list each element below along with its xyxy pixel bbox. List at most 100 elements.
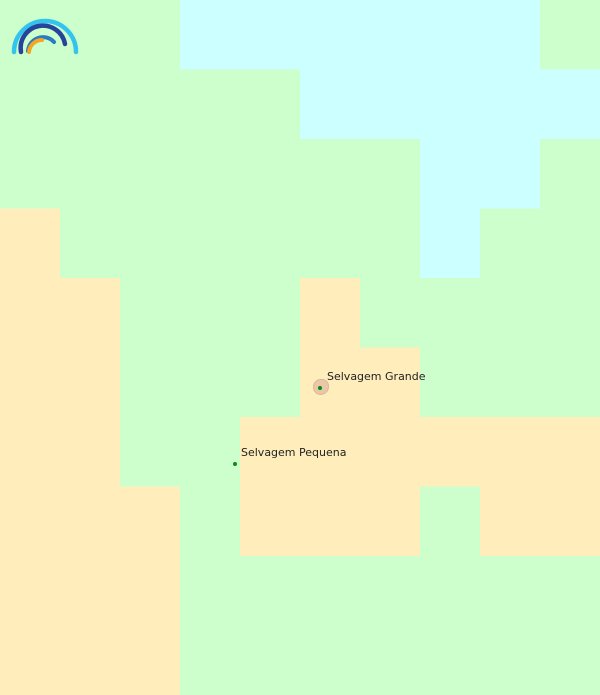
grassland-tile	[120, 208, 181, 279]
grassland-tile	[300, 625, 361, 695]
grassland-tile	[480, 278, 541, 348]
grassland-tile	[420, 556, 481, 626]
grassland-tile	[180, 556, 241, 626]
grassland-tile	[540, 278, 600, 348]
grassland-tile	[300, 208, 361, 279]
water-tile	[420, 208, 481, 279]
grassland-tile	[180, 69, 241, 140]
water-tile	[420, 139, 481, 209]
grassland-tile	[360, 278, 421, 348]
grassland-tile	[540, 347, 600, 418]
grassland-tile	[0, 139, 61, 209]
grassland-tile	[480, 556, 541, 626]
sand-tile	[360, 486, 421, 557]
grassland-tile	[180, 625, 241, 695]
place-label-selvagem-grande[interactable]: Selvagem Grande	[327, 370, 426, 383]
sand-tile	[60, 486, 121, 557]
grassland-tile	[420, 347, 481, 418]
grassland-tile	[180, 278, 241, 348]
sand-tile	[540, 486, 600, 557]
grassland-tile	[240, 625, 301, 695]
grassland-tile	[360, 556, 421, 626]
grassland-tile	[60, 208, 121, 279]
sand-tile	[360, 347, 421, 418]
sand-tile	[120, 556, 181, 626]
grassland-tile	[300, 139, 361, 209]
grassland-tile	[60, 139, 121, 209]
grassland-tile	[240, 69, 301, 140]
sand-tile	[240, 486, 301, 557]
sand-tile	[240, 417, 301, 487]
grassland-tile	[420, 486, 481, 557]
grassland-tile	[540, 625, 600, 695]
sand-tile	[300, 278, 361, 348]
sand-tile	[0, 278, 61, 348]
place-marker-selvagem-pequena[interactable]	[233, 462, 237, 466]
grassland-tile	[300, 556, 361, 626]
water-tile	[360, 69, 421, 140]
water-tile	[180, 0, 241, 70]
water-tile	[240, 0, 301, 70]
sand-tile	[540, 417, 600, 487]
grassland-tile	[0, 0, 61, 70]
grassland-tile	[360, 625, 421, 695]
sand-tile	[60, 278, 121, 348]
grassland-tile	[420, 278, 481, 348]
grassland-tile	[540, 139, 600, 209]
grassland-tile	[540, 208, 600, 279]
grassland-tile	[120, 139, 181, 209]
sand-tile	[300, 347, 361, 418]
water-tile	[420, 69, 481, 140]
sand-tile	[420, 417, 481, 487]
water-tile	[540, 69, 600, 140]
water-tile	[300, 0, 361, 70]
water-tile	[420, 0, 481, 70]
grassland-tile	[120, 278, 181, 348]
logo-icon	[11, 18, 79, 55]
sand-tile	[0, 347, 61, 418]
grassland-tile	[240, 278, 301, 348]
grassland-tile	[0, 69, 61, 140]
sand-tile	[480, 417, 541, 487]
water-tile	[300, 69, 361, 140]
grassland-tile	[60, 69, 121, 140]
grassland-tile	[480, 208, 541, 279]
grassland-tile	[480, 625, 541, 695]
sand-tile	[120, 486, 181, 557]
sand-tile	[480, 486, 541, 557]
sand-tile	[0, 625, 61, 695]
grassland-tile	[240, 208, 301, 279]
sand-tile	[0, 486, 61, 557]
water-tile	[480, 0, 541, 70]
place-label-selvagem-pequena[interactable]: Selvagem Pequena	[241, 446, 347, 459]
grassland-tile	[180, 347, 241, 418]
grassland-tile	[360, 208, 421, 279]
grassland-tile	[180, 417, 241, 487]
place-marker-selvagem-grande[interactable]	[318, 386, 322, 390]
sand-tile	[360, 417, 421, 487]
sand-tile	[0, 556, 61, 626]
sand-tile	[60, 556, 121, 626]
grassland-tile	[120, 69, 181, 140]
grassland-tile	[180, 208, 241, 279]
grassland-tile	[180, 486, 241, 557]
sand-tile	[300, 486, 361, 557]
grassland-tile	[240, 347, 301, 418]
sand-tile	[0, 417, 61, 487]
sand-tile	[60, 417, 121, 487]
grassland-tile	[120, 417, 181, 487]
grassland-tile	[360, 139, 421, 209]
grassland-tile	[540, 556, 600, 626]
sand-tile	[60, 347, 121, 418]
sand-tile	[120, 625, 181, 695]
grassland-tile	[240, 556, 301, 626]
grassland-tile	[420, 625, 481, 695]
water-tile	[360, 0, 421, 70]
grassland-tile	[120, 0, 181, 70]
grassland-tile	[120, 347, 181, 418]
grassland-tile	[540, 0, 600, 70]
grassland-tile	[480, 347, 541, 418]
water-tile	[480, 139, 541, 209]
sand-tile	[60, 625, 121, 695]
